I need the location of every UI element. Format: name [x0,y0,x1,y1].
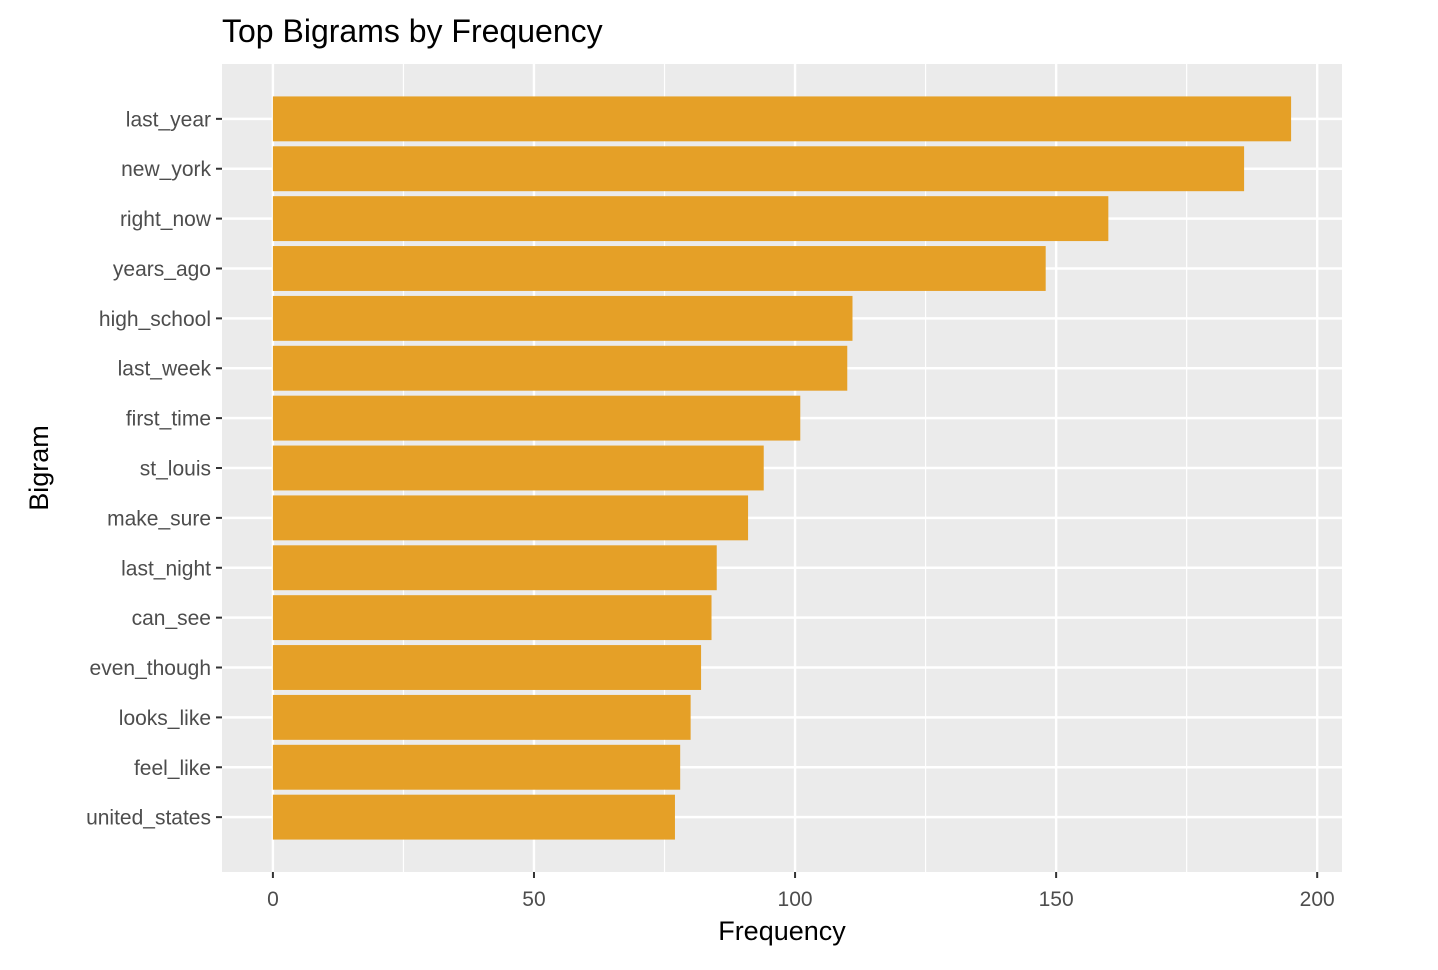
bar-st-louis [272,445,764,491]
x-tick-label: 200 [1300,888,1335,911]
bar-even-though [272,645,702,690]
y-tick-label: new_york [121,158,211,181]
y-tick-label: high_school [99,308,211,331]
y-tick-label: united_states [86,807,211,830]
bar-looks-like [272,694,691,740]
bar-last-night [272,545,717,591]
bars [272,96,1292,840]
x-tick-label: 0 [267,888,279,911]
bar-last-year [272,96,1292,142]
bar-last-week [272,345,848,391]
bar-high-school [272,295,853,341]
y-tick-label: right_now [120,208,212,231]
bar-feel-like [272,744,681,790]
bar-right-now [272,196,1109,242]
y-tick-label: can_see [132,607,211,630]
bar-make-sure [272,495,749,541]
bar-united-states [272,794,675,840]
y-tick-label: last_night [121,557,211,580]
y-tick-label: make_sure [107,507,211,530]
bar-first-time [272,395,801,441]
bar-years-ago [272,246,1046,291]
y-tick-label: st_louis [140,458,211,481]
x-axis-title: Frequency [718,916,846,946]
y-tick-label: even_though [90,657,211,680]
bar-new-york [272,146,1245,192]
x-axis: 0 50 100 150 200 [267,872,1335,911]
y-tick-label: last_year [126,108,211,131]
y-tick-label: years_ago [113,258,211,281]
y-tick-label: last_week [118,358,212,381]
y-tick-label: feel_like [134,757,211,780]
chart-title: Top Bigrams by Frequency [222,13,603,49]
x-tick-label: 150 [1039,888,1074,911]
x-tick-label: 50 [522,888,545,911]
y-tick-label: looks_like [119,707,211,730]
y-tick-label: first_time [126,408,211,431]
y-axis: last_year new_york right_now years_ago high_… [86,108,222,830]
y-axis-title: Bigram [24,425,54,511]
bar-can-see [272,595,712,641]
x-tick-label: 100 [778,888,813,911]
